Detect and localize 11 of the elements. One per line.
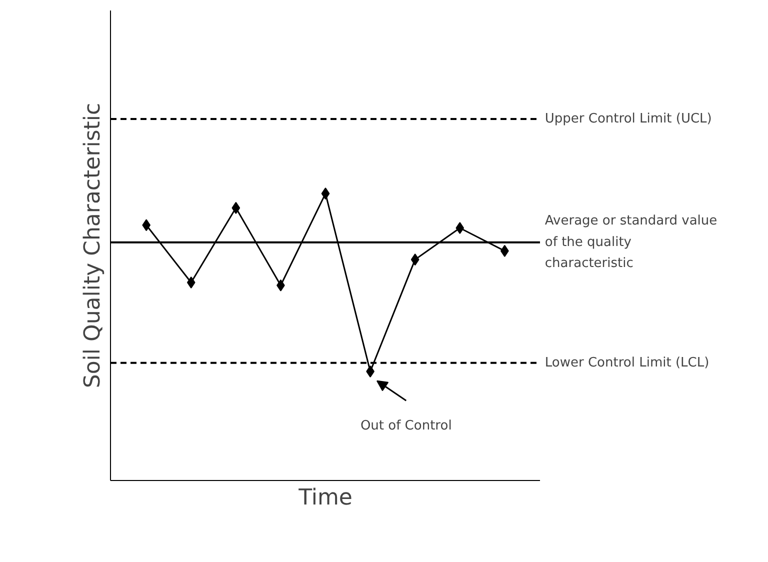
ref-line-label: Average or standard value of the quality characteristic (544, 214, 718, 271)
point (456, 222, 464, 234)
x-axis-title: Time (298, 486, 352, 510)
point (186, 276, 196, 289)
ref-line-label: Lower Control Limit (LCL) (544, 355, 710, 370)
y-axis-title: Soil Quality Characteristic (80, 102, 106, 388)
ref-line-label: Upper Control Limit (UCL) (544, 111, 712, 126)
point (321, 188, 330, 200)
point (232, 202, 240, 214)
point (410, 254, 420, 266)
annotation: Out of Control (360, 418, 452, 434)
